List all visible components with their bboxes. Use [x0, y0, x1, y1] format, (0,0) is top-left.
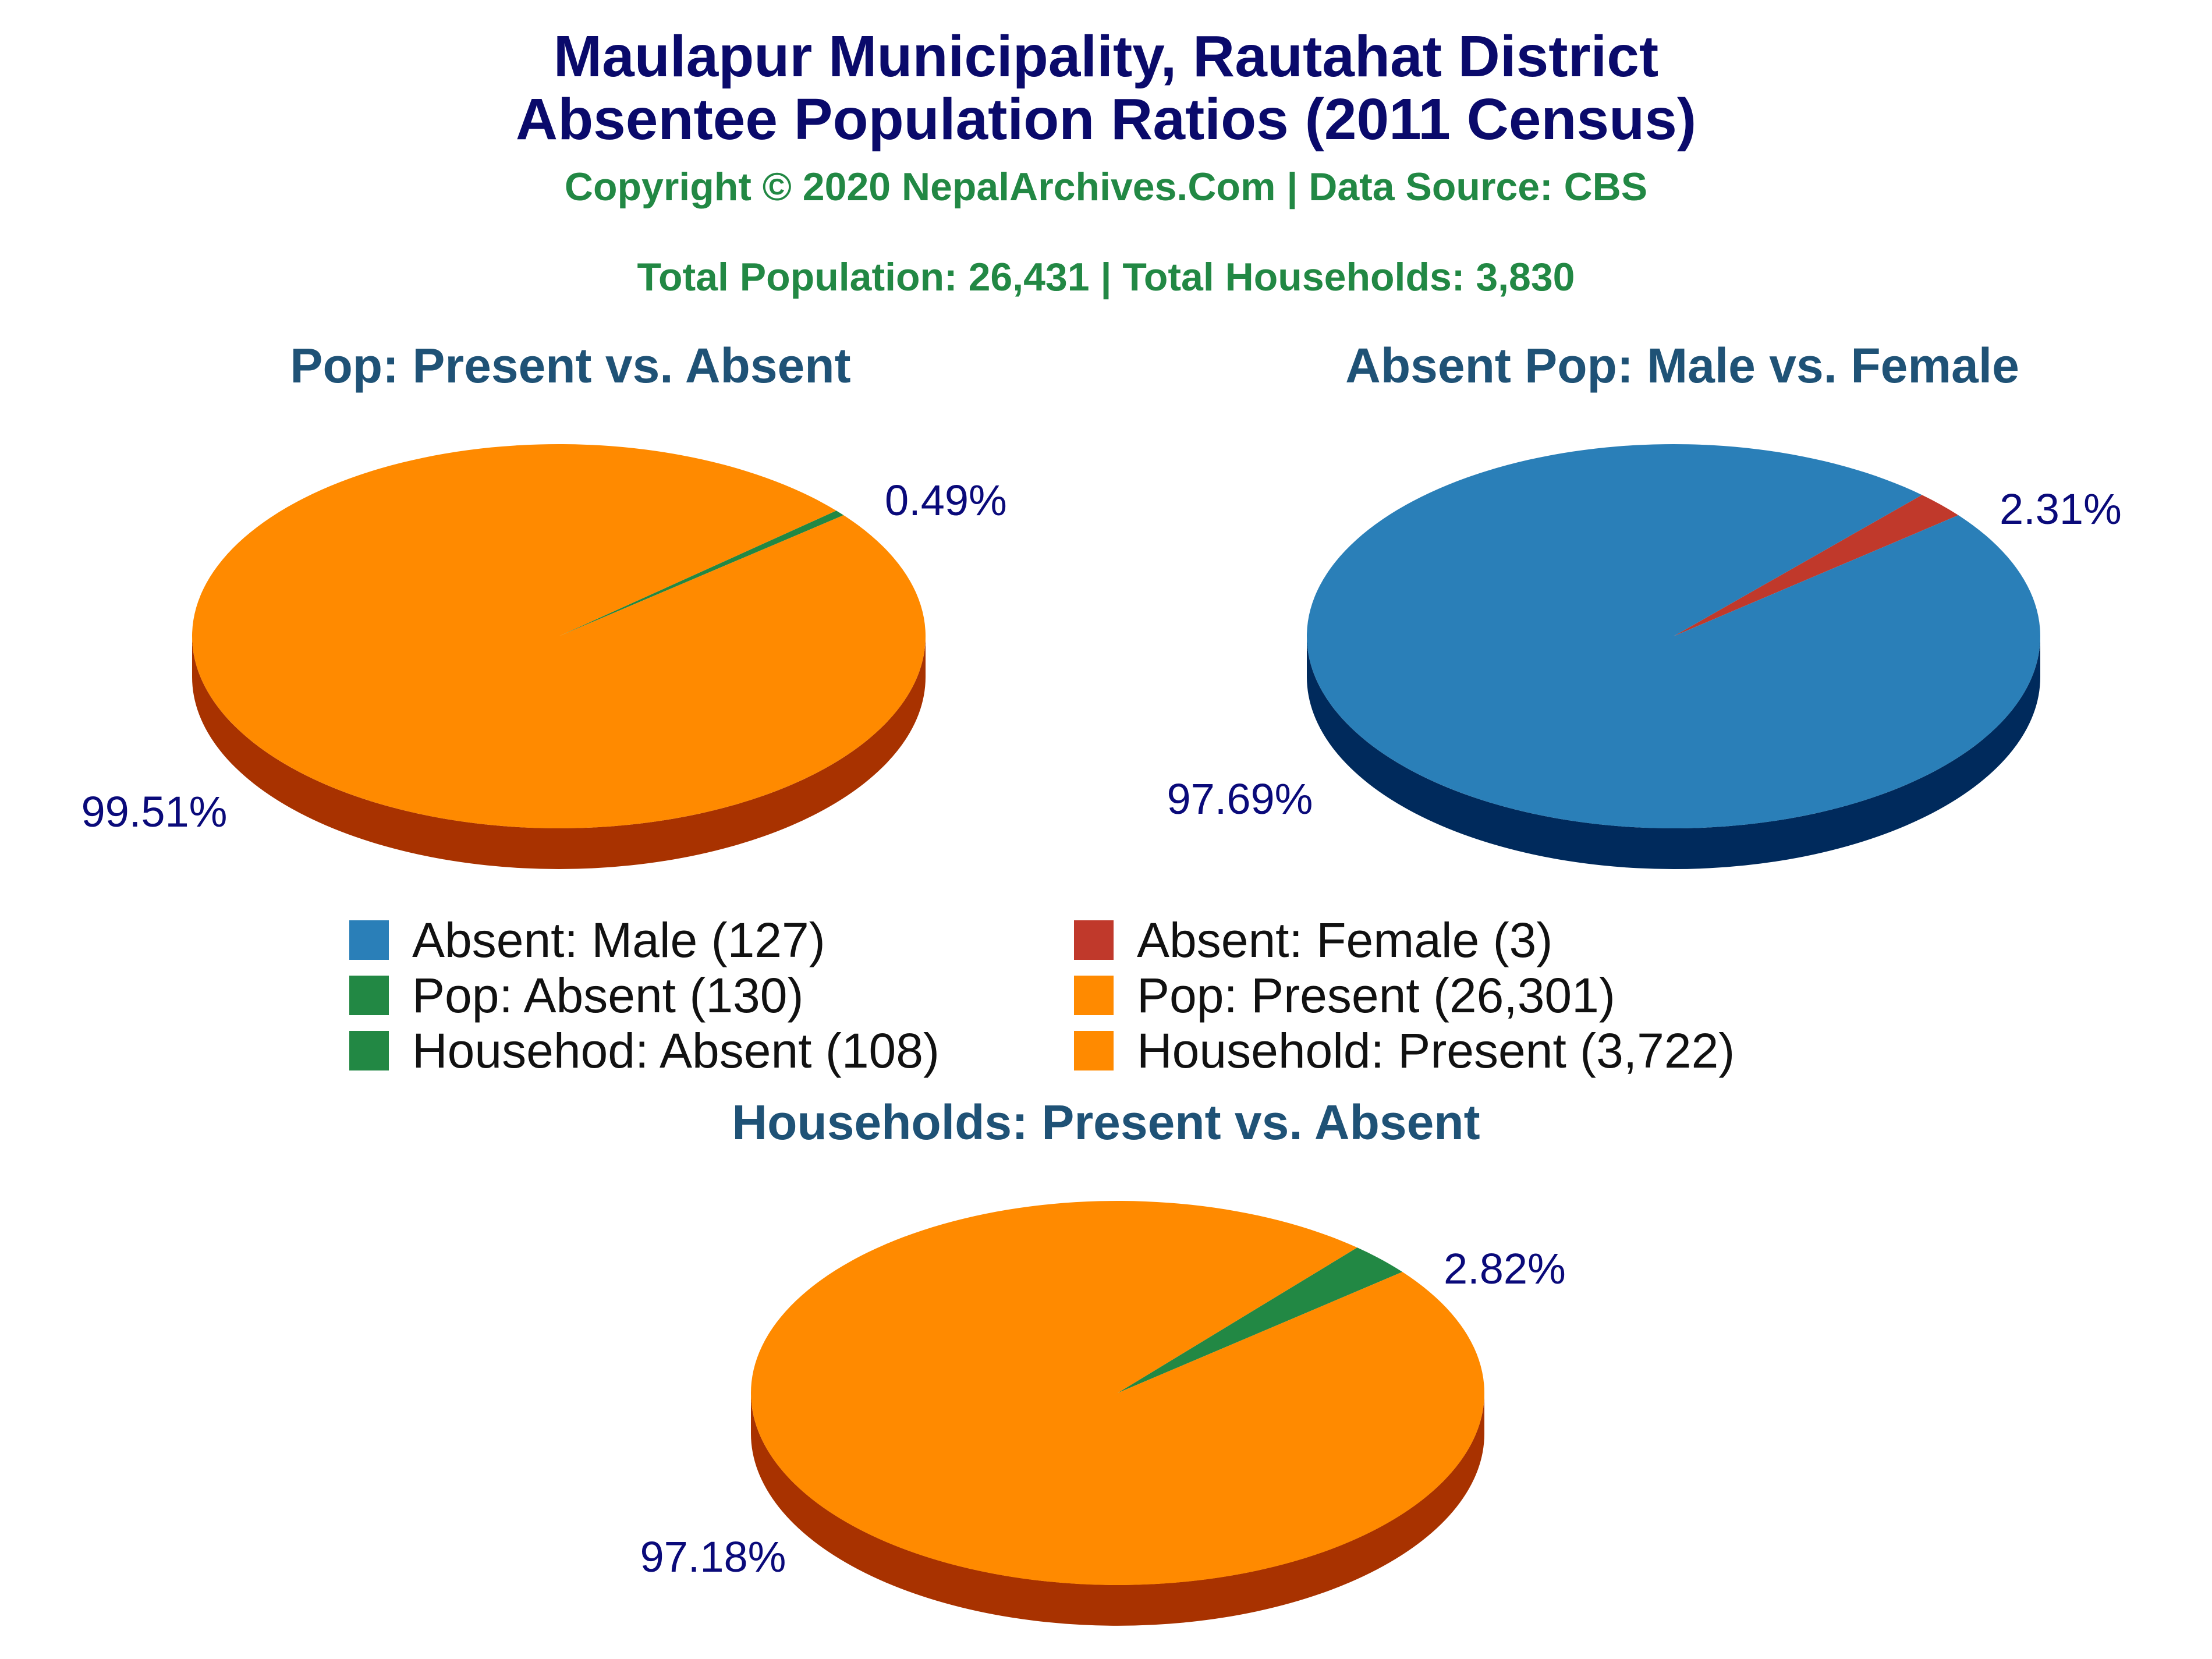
pie-side	[751, 1393, 1484, 1626]
legend-item-household-present: Household: Present (3,722)	[1074, 1022, 1735, 1080]
chart-title-line1: Maulapur Municipality, Rautahat District	[553, 24, 1659, 89]
legend-label: Househod: Absent (108)	[412, 1023, 940, 1078]
pie-slice-pop-absent	[559, 511, 844, 636]
legend-label: Absent: Male (127)	[412, 912, 825, 967]
legend-label: Absent: Female (3)	[1137, 912, 1553, 967]
pie-label-small: 2.31%	[2000, 485, 2122, 533]
pie-chart-3: 2.82% 97.18%	[640, 1201, 1566, 1626]
pie-chart-2: 2.31% 97.69%	[1167, 444, 2122, 869]
legend-label: Household: Present (3,722)	[1137, 1023, 1735, 1078]
legend-item-absent-female: Absent: Female (3)	[1074, 911, 1552, 969]
pie-slice-pop-present	[192, 444, 926, 828]
pie-side	[192, 636, 926, 869]
pie-slice-household-present	[751, 1201, 1484, 1585]
legend-item-pop-present: Pop: Present (26,301)	[1074, 966, 1615, 1025]
pie-slice-absent-female	[1674, 495, 1959, 636]
pie-title-absent-gender: Absent Pop: Male vs. Female	[1345, 338, 2019, 393]
legend-label: Pop: Absent (130)	[412, 967, 804, 1023]
pie-label-large: 97.69%	[1167, 775, 1313, 823]
legend-swatch	[1074, 1031, 1114, 1070]
legend-swatch	[1074, 920, 1114, 960]
copyright-text: Copyright © 2020 NepalArchives.Com | Dat…	[564, 165, 1648, 209]
legend-swatch	[1074, 976, 1114, 1015]
legend-item-pop-absent: Pop: Absent (130)	[349, 966, 803, 1025]
legend-item-household-absent: Househod: Absent (108)	[349, 1022, 940, 1080]
pie-title-households: Households: Present vs. Absent	[732, 1095, 1480, 1150]
pie-title-population: Pop: Present vs. Absent	[290, 338, 851, 393]
pie-label-large: 99.51%	[81, 788, 228, 836]
pie-chart-1: 0.49% 99.51%	[81, 444, 1007, 869]
pie-label-small: 2.82%	[1444, 1245, 1566, 1293]
pie-slice-absent-male	[1307, 444, 2040, 828]
pie-side	[1307, 636, 2040, 869]
pie-slice-househod-absent	[1118, 1247, 1403, 1393]
chart-title-line2: Absentee Population Ratios (2011 Census)	[515, 87, 1697, 152]
legend-label: Pop: Present (26,301)	[1137, 967, 1615, 1023]
legend-item-absent-male: Absent: Male (127)	[349, 911, 825, 969]
pie-label-small: 0.49%	[885, 476, 1007, 524]
legend-swatch	[349, 920, 389, 960]
legend-swatch	[349, 1031, 389, 1070]
totals-text: Total Population: 26,431 | Total Househo…	[637, 255, 1575, 299]
legend-swatch	[349, 976, 389, 1015]
pie-label-large: 97.18%	[640, 1533, 786, 1581]
